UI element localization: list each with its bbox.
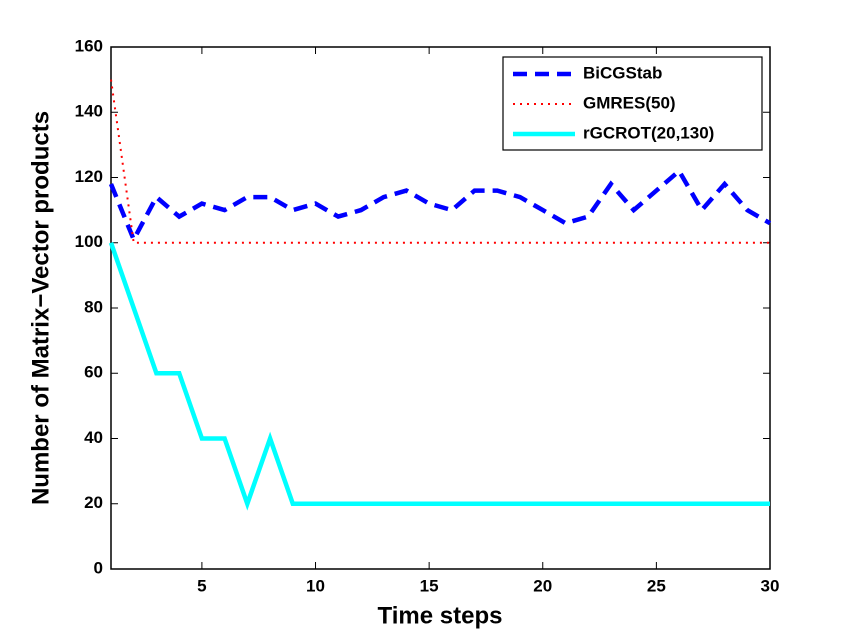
series-line	[108, 242, 770, 511]
x-axis-label: Time steps	[378, 602, 503, 629]
x-tick-label: 5	[197, 576, 206, 595]
legend-label: BiCGStab	[583, 63, 662, 82]
y-tick-label: 120	[75, 167, 103, 186]
x-tick-label: 25	[647, 576, 666, 595]
y-tick-label: 80	[84, 297, 103, 316]
x-tick-label: 10	[306, 576, 325, 595]
y-axis-label: Number of Matrix−Vector products	[27, 111, 54, 505]
x-tick-label: 15	[420, 576, 439, 595]
y-tick-label: 20	[84, 493, 103, 512]
legend-label: rGCROT(20,130)	[583, 123, 714, 142]
legend-label: GMRES(50)	[583, 93, 676, 112]
y-tick-label: 160	[75, 36, 103, 55]
x-tick-label: 30	[761, 576, 780, 595]
y-tick-label: 40	[84, 428, 103, 447]
x-tick-label: 20	[533, 576, 552, 595]
y-tick-label: 100	[75, 232, 103, 251]
y-tick-label: 0	[94, 558, 103, 577]
y-tick-label: 60	[84, 363, 103, 382]
y-tick-label: 140	[75, 102, 103, 121]
series-line	[108, 167, 772, 245]
